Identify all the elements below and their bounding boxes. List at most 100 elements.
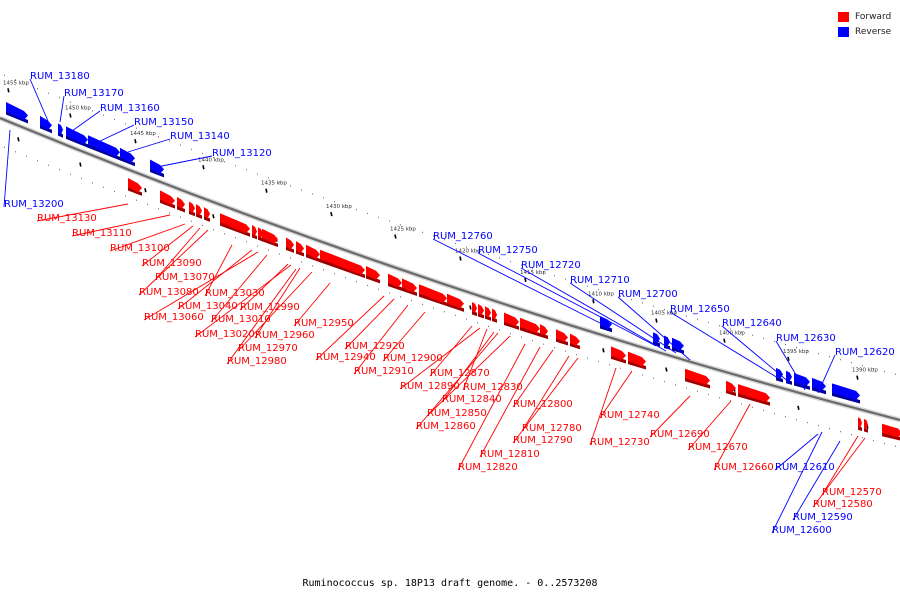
label-fwd-24: RUM_12850 bbox=[426, 335, 511, 419]
gene-body-shadow bbox=[150, 168, 164, 178]
gene-arrow bbox=[388, 273, 402, 288]
guide-dot-lower bbox=[785, 415, 786, 418]
gene-body-shadow bbox=[177, 205, 185, 213]
leader-line bbox=[771, 431, 823, 534]
guide-dot-lower bbox=[389, 292, 390, 294]
guide-dot-upper bbox=[499, 257, 500, 259]
label-fwd-16: RUM_12920 bbox=[344, 298, 405, 352]
gene-forward-23 bbox=[504, 312, 519, 330]
label-rev-7: RUM_12760 bbox=[432, 231, 613, 330]
guide-dot-lower bbox=[675, 384, 676, 386]
tick-mark-lower bbox=[797, 405, 800, 410]
tick-mark-upper bbox=[655, 318, 658, 323]
guide-dot-upper bbox=[158, 136, 159, 138]
gene-arrow bbox=[738, 384, 770, 403]
label-fwd-2: RUM_13100 bbox=[109, 223, 186, 254]
gene-body-shadow bbox=[419, 293, 447, 307]
gene-label: RUM_13100 bbox=[110, 243, 170, 254]
gene-body-shadow bbox=[262, 237, 278, 248]
guide-dot-lower bbox=[334, 273, 335, 275]
gene-reverse-0 bbox=[6, 102, 28, 124]
leader-line bbox=[353, 304, 409, 375]
leader-line bbox=[520, 267, 667, 352]
leader-line bbox=[821, 435, 859, 496]
guide-dot-lower bbox=[136, 199, 137, 201]
gene-body-shadow bbox=[504, 321, 519, 330]
gene-body-shadow bbox=[128, 186, 142, 196]
tick-mark-upper bbox=[330, 211, 333, 217]
guide-dot-lower bbox=[763, 409, 764, 411]
gene-label: RUM_12850 bbox=[427, 408, 487, 419]
gene-body-shadow bbox=[520, 326, 540, 337]
tick-mark-upper bbox=[723, 338, 726, 343]
guide-dot-upper bbox=[92, 110, 93, 112]
gene-arrow bbox=[66, 126, 88, 145]
label-fwd-11: RUM_13020 bbox=[194, 264, 292, 340]
gene-label: RUM_12810 bbox=[480, 449, 540, 460]
leader-line bbox=[127, 138, 171, 153]
tick-mark-lower bbox=[665, 367, 668, 372]
gene-body-shadow bbox=[306, 253, 320, 263]
gene-arrow bbox=[6, 102, 28, 120]
leader-line bbox=[138, 229, 209, 296]
gene-body-shadow bbox=[600, 324, 612, 333]
gene-label: RUM_13010 bbox=[211, 314, 271, 325]
guide-dot-lower bbox=[268, 249, 269, 251]
guide-dot-upper bbox=[862, 364, 863, 367]
gene-forward-18 bbox=[447, 293, 464, 312]
guide-dot-lower bbox=[895, 445, 896, 447]
guide-dot-upper bbox=[180, 144, 181, 146]
gene-arrow bbox=[40, 115, 52, 130]
guide-dot-upper bbox=[774, 340, 775, 343]
gene-body-shadow bbox=[120, 156, 135, 167]
gene-label: RUM_13130 bbox=[37, 213, 97, 224]
gene-label: RUM_12670 bbox=[688, 442, 748, 453]
guide-dot-lower bbox=[15, 151, 16, 153]
gene-label: RUM_13040 bbox=[178, 301, 238, 312]
guide-dot-lower bbox=[301, 261, 302, 263]
guide-dot-lower bbox=[235, 237, 236, 239]
guide-dot-upper bbox=[334, 201, 335, 203]
gene-reverse-2 bbox=[58, 123, 63, 138]
label-rev-14: RUM_12630 bbox=[775, 333, 836, 391]
tick-mark-upper bbox=[524, 277, 527, 282]
leader-line bbox=[415, 332, 499, 430]
guide-dot-lower bbox=[587, 357, 588, 359]
guide-dot-upper bbox=[455, 242, 456, 245]
gene-body-shadow bbox=[58, 132, 63, 138]
leader-line bbox=[36, 203, 129, 222]
guide-dot-upper bbox=[345, 205, 346, 207]
tick-label: 1415 kbp bbox=[520, 270, 546, 276]
gene-forward-7 bbox=[252, 225, 257, 240]
leader-line bbox=[812, 437, 866, 508]
guide-dot-lower bbox=[213, 229, 214, 231]
leader-line bbox=[792, 440, 841, 521]
label-fwd-12: RUM_12960 bbox=[254, 267, 315, 341]
legend-forward: Forward bbox=[838, 9, 891, 24]
guide-dot-upper bbox=[642, 302, 643, 304]
guide-dot-lower bbox=[862, 436, 863, 439]
guide-dot-upper bbox=[565, 278, 566, 280]
gene-forward-10 bbox=[286, 237, 294, 253]
guide-dot-lower bbox=[323, 269, 324, 271]
gene-label: RUM_12780 bbox=[522, 423, 582, 434]
guide-dot-lower bbox=[708, 393, 709, 396]
gene-forward-20 bbox=[478, 304, 484, 319]
gene-label: RUM_12990 bbox=[240, 302, 300, 313]
label-rev-10: RUM_12710 bbox=[569, 275, 677, 354]
guide-dot-lower bbox=[147, 203, 148, 206]
guide-dot-upper bbox=[169, 140, 170, 142]
gene-label: RUM_12960 bbox=[255, 330, 315, 341]
gene-body-shadow bbox=[472, 310, 477, 317]
tick-mark-upper bbox=[459, 256, 462, 261]
guide-dot-upper bbox=[818, 353, 819, 355]
tick-mark-lower bbox=[212, 214, 215, 219]
gene-reverse-12 bbox=[786, 370, 792, 385]
guide-dot-lower bbox=[576, 354, 577, 356]
label-fwd-23: RUM_12840 bbox=[441, 331, 502, 405]
gene-label: RUM_12750 bbox=[478, 245, 538, 256]
gene-arrow bbox=[306, 244, 320, 259]
gene-arrow bbox=[204, 207, 210, 219]
guide-dot-lower bbox=[455, 314, 456, 317]
legend-reverse: Reverse bbox=[838, 24, 891, 39]
